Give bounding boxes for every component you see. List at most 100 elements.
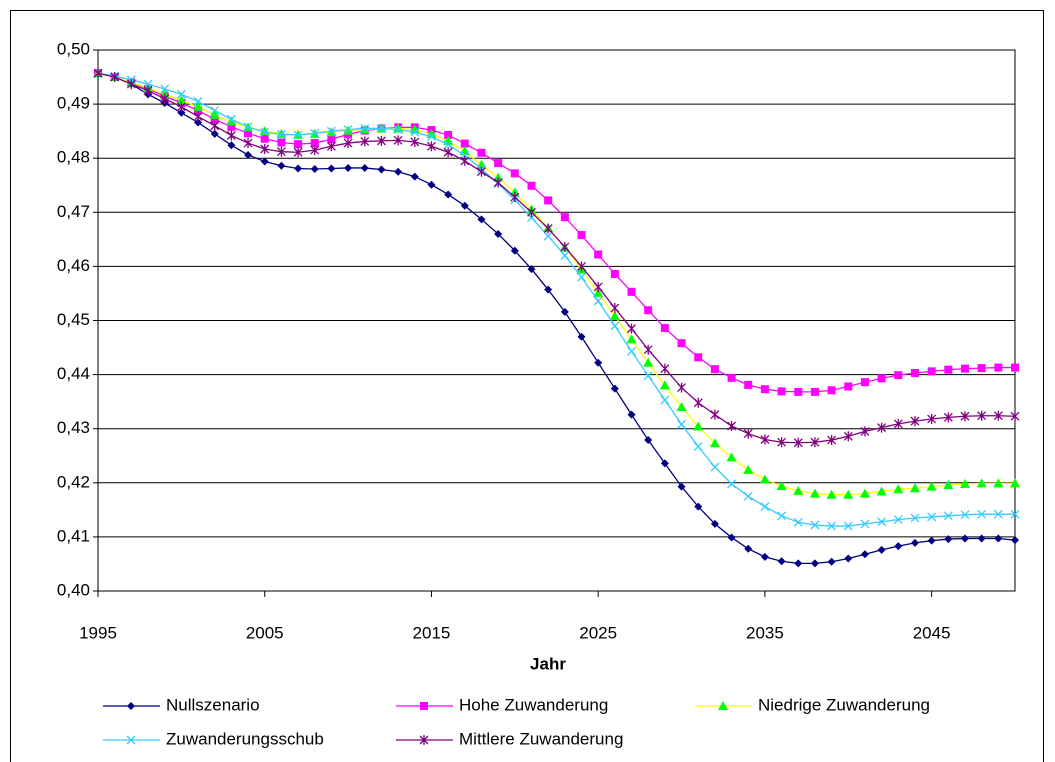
legend-marker — [127, 702, 135, 710]
marker — [327, 164, 336, 173]
marker — [743, 464, 754, 474]
marker — [126, 79, 136, 90]
marker — [410, 127, 420, 137]
marker — [877, 517, 887, 527]
marker — [493, 177, 503, 188]
marker — [594, 250, 603, 259]
marker — [744, 544, 753, 553]
x-axis-title: Jahr — [530, 654, 566, 673]
marker — [176, 95, 187, 105]
marker — [160, 84, 170, 94]
marker — [477, 148, 486, 157]
marker — [660, 324, 669, 333]
marker — [677, 419, 687, 429]
marker — [977, 534, 986, 543]
marker — [927, 413, 937, 424]
marker — [527, 181, 536, 190]
marker — [610, 384, 619, 393]
marker — [343, 125, 353, 134]
marker — [394, 167, 403, 176]
marker — [376, 123, 386, 133]
marker — [759, 474, 770, 484]
marker — [326, 141, 336, 152]
marker — [976, 478, 987, 488]
marker — [243, 138, 253, 149]
marker — [1010, 411, 1020, 422]
x-tick-label: 2035 — [746, 623, 784, 642]
marker — [193, 111, 203, 122]
marker — [727, 420, 737, 431]
marker — [827, 521, 837, 531]
y-tick-label: 0,49 — [57, 94, 90, 113]
legend-marker — [419, 735, 429, 745]
marker — [927, 536, 936, 545]
marker — [694, 353, 703, 362]
marker — [760, 434, 770, 445]
marker — [910, 368, 919, 377]
marker — [310, 145, 320, 156]
marker — [343, 138, 353, 149]
marker — [943, 412, 953, 423]
marker — [677, 482, 686, 491]
marker — [843, 521, 853, 531]
marker — [777, 557, 786, 566]
marker — [660, 395, 670, 405]
marker — [860, 550, 869, 559]
marker — [994, 534, 1003, 543]
marker — [677, 382, 687, 393]
legend-label: Nullszenario — [166, 695, 260, 714]
marker — [643, 357, 654, 367]
marker — [694, 502, 703, 511]
marker — [360, 123, 370, 133]
marker — [777, 387, 786, 396]
marker — [527, 207, 536, 218]
marker — [426, 141, 436, 152]
marker — [577, 272, 586, 282]
x-tick-label: 1995 — [79, 623, 117, 642]
marker — [177, 108, 186, 117]
marker — [644, 306, 653, 315]
marker — [793, 485, 804, 495]
marker — [726, 452, 737, 462]
marker — [893, 418, 903, 429]
y-tick-label: 0,47 — [57, 202, 90, 221]
marker — [293, 130, 303, 140]
marker — [977, 509, 987, 519]
marker — [910, 416, 920, 427]
marker — [1010, 509, 1020, 519]
marker — [376, 135, 386, 146]
marker — [710, 519, 719, 528]
marker — [494, 159, 503, 168]
marker — [510, 246, 519, 255]
marker — [927, 367, 936, 376]
marker — [610, 303, 620, 314]
marker — [777, 511, 787, 521]
x-tick-label: 2015 — [413, 623, 451, 642]
marker — [810, 437, 820, 448]
marker — [560, 251, 570, 261]
marker — [544, 285, 553, 294]
marker — [893, 515, 903, 525]
marker — [460, 201, 469, 210]
marker — [460, 155, 470, 166]
plot-area — [97, 49, 1016, 592]
marker — [627, 287, 636, 296]
marker — [160, 93, 170, 104]
marker — [276, 128, 287, 138]
marker — [310, 128, 320, 138]
marker — [843, 489, 854, 499]
marker — [510, 169, 519, 178]
marker — [410, 136, 420, 147]
marker — [894, 542, 903, 551]
marker — [776, 481, 787, 491]
marker — [994, 363, 1003, 372]
marker — [610, 269, 619, 278]
marker — [227, 122, 236, 131]
marker — [327, 135, 336, 144]
marker — [310, 139, 319, 148]
marker — [760, 502, 770, 512]
marker — [827, 557, 836, 566]
y-tick-label: 0,40 — [57, 580, 90, 599]
marker — [944, 365, 953, 374]
marker — [794, 387, 803, 396]
